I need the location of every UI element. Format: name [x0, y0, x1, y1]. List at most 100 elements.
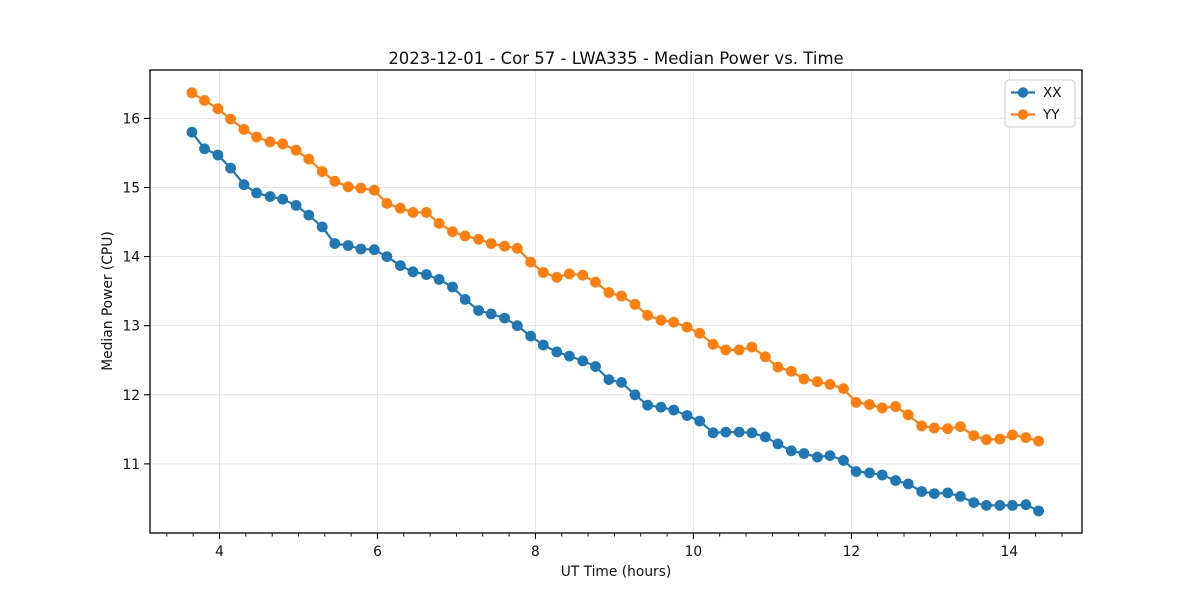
- data-point-xx: [681, 410, 693, 421]
- data-point-xx: [421, 269, 432, 280]
- data-point-yy: [955, 421, 966, 432]
- data-point-xx: [655, 401, 667, 413]
- data-point-yy: [590, 276, 601, 288]
- data-point-xx: [694, 415, 706, 427]
- x-tick-label: 12: [843, 544, 861, 560]
- data-point-xx: [395, 260, 406, 271]
- legend-label-xx: XX: [1043, 85, 1062, 101]
- data-point-xx: [876, 469, 888, 481]
- data-point-yy: [694, 327, 706, 339]
- series-line-yy: [191, 91, 1039, 443]
- data-point-yy: [459, 230, 471, 242]
- data-point-xx: [838, 455, 849, 466]
- x-tick-label: 10: [685, 544, 703, 560]
- data-point-yy: [473, 233, 484, 245]
- data-point-yy: [720, 344, 732, 356]
- data-point-yy: [759, 351, 771, 363]
- data-point-yy: [499, 240, 510, 252]
- data-point-yy: [876, 402, 888, 414]
- data-point-xx: [381, 251, 393, 262]
- data-point-yy: [994, 433, 1006, 445]
- data-point-yy: [316, 166, 328, 178]
- data-point-yy: [629, 298, 641, 310]
- series-line-xx: [191, 131, 1040, 512]
- data-point-xx: [355, 243, 367, 255]
- data-point-xx: [746, 427, 758, 439]
- data-point-xx: [473, 305, 484, 316]
- data-point-yy: [381, 198, 393, 209]
- data-point-xx: [537, 339, 549, 351]
- data-point-yy: [850, 397, 862, 408]
- data-point-xx: [994, 500, 1006, 511]
- data-point-xx: [616, 377, 627, 388]
- data-point-yy: [928, 422, 940, 434]
- data-point-xx: [759, 431, 771, 443]
- data-point-yy: [785, 365, 797, 377]
- data-point-yy: [981, 434, 992, 446]
- data-point-yy: [511, 242, 523, 254]
- data-point-xx: [499, 312, 510, 324]
- data-point-xx: [668, 404, 680, 416]
- data-point-xx: [981, 500, 992, 511]
- data-point-xx: [629, 389, 641, 401]
- data-point-xx: [1007, 500, 1018, 511]
- y-axis-label: Median Power (CPU): [100, 231, 116, 371]
- data-point-xx: [890, 475, 901, 486]
- y-tick-label: 15: [122, 180, 140, 196]
- data-point-yy: [447, 226, 458, 238]
- data-point-yy: [798, 373, 810, 385]
- data-point-yy: [707, 338, 719, 350]
- data-point-yy: [668, 316, 680, 328]
- data-point-yy: [1020, 432, 1032, 443]
- data-point-xx: [407, 266, 419, 278]
- data-point-xx: [968, 497, 980, 508]
- legend: XX YY: [1004, 79, 1076, 128]
- data-point-xx: [186, 126, 198, 138]
- data-point-xx: [864, 467, 875, 479]
- data-point-yy: [225, 113, 237, 125]
- data-point-yy: [916, 420, 928, 432]
- data-point-yy: [616, 290, 627, 302]
- data-point-xx: [316, 221, 328, 233]
- data-point-xx: [551, 346, 563, 358]
- data-point-yy: [942, 423, 954, 435]
- data-point-xx: [511, 320, 523, 332]
- data-point-xx: [447, 281, 458, 293]
- data-point-yy: [655, 314, 667, 326]
- data-point-yy: [407, 207, 419, 218]
- data-point-xx: [850, 466, 862, 477]
- data-point-xx: [459, 294, 471, 305]
- data-point-yy: [329, 175, 341, 187]
- data-point-xx: [368, 244, 380, 256]
- data-point-xx: [525, 330, 537, 342]
- data-point-xx: [733, 426, 745, 438]
- data-point-yy: [1033, 435, 1044, 447]
- axes-spines: [149, 69, 1083, 534]
- x-tick-label: 14: [1001, 544, 1019, 560]
- data-point-yy: [902, 409, 914, 421]
- data-point-yy: [238, 123, 250, 135]
- data-point-xx: [916, 486, 928, 497]
- plot-area: 4 6 8 10 12 14 11 12 13 14 15 16: [122, 69, 1083, 560]
- data-point-yy: [551, 271, 563, 283]
- x-tick-label: 8: [531, 544, 540, 560]
- data-point-xx: [902, 478, 914, 490]
- data-point-xx: [564, 350, 575, 362]
- data-point-yy: [290, 144, 302, 156]
- data-point-yy: [1007, 429, 1018, 441]
- y-tick-label: 13: [122, 319, 140, 335]
- data-point-xx: [199, 143, 210, 155]
- data-point-yy: [342, 181, 354, 193]
- y-tick-label: 16: [122, 111, 140, 127]
- data-point-yy: [537, 267, 549, 278]
- data-point-yy: [838, 383, 849, 394]
- data-point-xx: [812, 451, 823, 463]
- data-point-xx: [785, 445, 797, 457]
- data-point-yy: [433, 218, 445, 229]
- data-point-yy: [577, 269, 589, 281]
- data-point-yy: [968, 430, 980, 441]
- data-point-xx: [225, 162, 237, 174]
- x-axis-label: UT Time (hours): [561, 564, 672, 580]
- data-point-yy: [824, 379, 836, 390]
